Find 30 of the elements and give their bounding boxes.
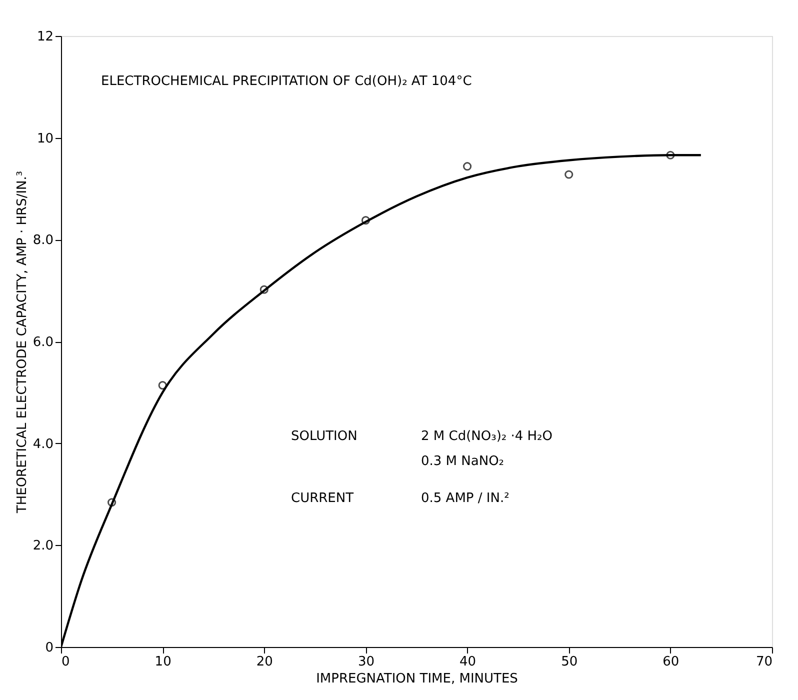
y-tick-label: 6.0	[32, 335, 54, 350]
y-tick-label: 8.0	[32, 233, 54, 248]
x-tick-label: 60	[662, 654, 680, 670]
x-tick-label: 70	[756, 654, 772, 670]
annotation: 2 M Cd(NO₃)₂ ·4 H₂O	[421, 429, 552, 444]
text: ELECTROCHEMICAL PRECIPITATION OF Cd(OH)₂ AT 104°C	[101, 74, 472, 89]
y-tick-label: 10	[36, 131, 54, 146]
x-tick-label: 20	[256, 654, 273, 670]
x-tick-label: 50	[561, 654, 578, 670]
point	[564, 170, 574, 179]
point	[158, 381, 167, 390]
x-tick-label: 30	[358, 654, 374, 670]
y-tick-label: 12	[36, 30, 54, 44]
x-axis-title: IMPREGNATION TIME, MINUTES	[316, 672, 518, 686]
x-tick-label: 10	[154, 654, 172, 670]
point	[108, 498, 116, 507]
annotation: SOLUTION	[291, 429, 358, 444]
y-tick-label: 2.0	[32, 538, 54, 554]
x-tick-label: 40	[460, 654, 476, 670]
point	[463, 162, 472, 171]
annotation: CURRENT	[291, 491, 354, 506]
point	[666, 150, 675, 160]
y-axis-title: THEORETICAL ELECTRODE CAPACITY, AMP · HRS/IN.³	[14, 170, 30, 514]
x-tick-label: 0	[62, 654, 70, 670]
y-tick-label: 0	[45, 640, 54, 656]
annotation: 0.3 M NaNO₂	[421, 454, 504, 469]
annotation: 0.5 AMP / IN.²	[421, 491, 510, 506]
point	[260, 285, 268, 294]
point	[361, 216, 370, 225]
y-tick-label: 4.0	[32, 436, 54, 452]
